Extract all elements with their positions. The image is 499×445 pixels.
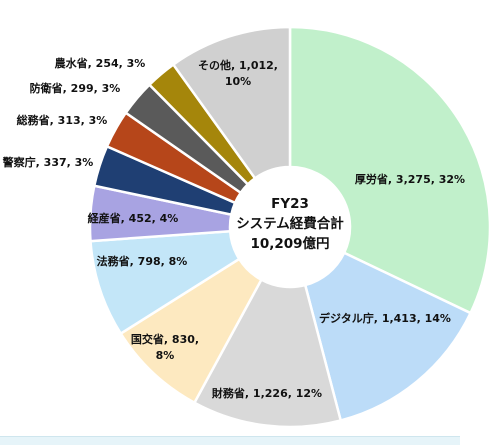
slice-label-10: 農水省, 254, 3% (55, 56, 146, 70)
slice-label-9: 防衛省, 299, 3% (30, 81, 121, 95)
slice-label-8: 総務省, 313, 3% (17, 113, 108, 127)
center-text-line-2: システム経費合計 (236, 215, 344, 232)
slice-label-5: 法務省, 798, 8% (97, 254, 188, 268)
center-text-line-3: 10,209億円 (250, 235, 329, 252)
slice-2 (303, 251, 473, 422)
center-text-group: FY23 システム経費合計 10,209億円 (236, 196, 344, 252)
donut-hole (230, 167, 350, 287)
slices-group (88, 25, 492, 429)
slice-label-7: 警察庁, 337, 3% (2, 155, 94, 169)
slice-label-3: 財務省, 1,226, 12% (211, 386, 322, 400)
bottom-panel-edge (0, 436, 460, 445)
slice-label-6: 経産省, 452, 4% (88, 211, 179, 225)
slice-labels-group: 厚労省, 3,275, 32% デジタル庁, 1,413, 14% 財務省, 1,2… (2, 56, 465, 400)
slice-label-11: その他, 1,012, 10% (198, 58, 278, 88)
slice-label-1: 厚労省, 3,275, 32% (355, 172, 465, 186)
slice-label-4: 国交省, 830, 8% (131, 332, 199, 362)
slice-label-2: デジタル庁, 1,413, 14% (319, 311, 451, 325)
center-text-line-1: FY23 (271, 196, 309, 212)
